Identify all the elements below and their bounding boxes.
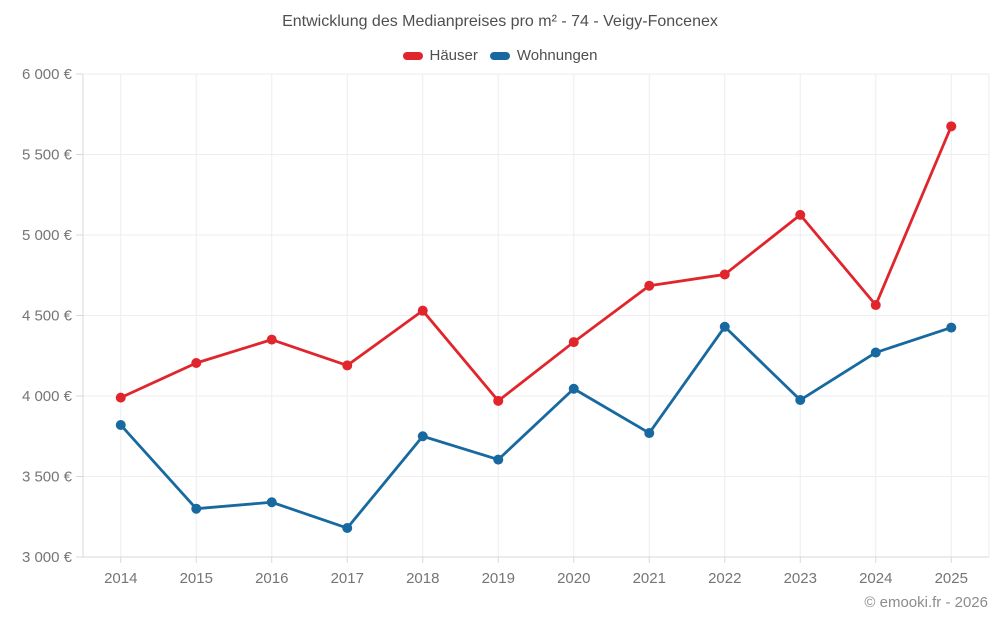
legend-item-wohnungen[interactable]: Wohnungen xyxy=(489,47,598,64)
y-axis-label: 4 500 € xyxy=(22,308,73,325)
data-point-haeuser-2023[interactable] xyxy=(795,209,806,220)
data-point-haeuser-2015[interactable] xyxy=(191,357,202,368)
data-point-wohnungen-2025[interactable] xyxy=(946,322,957,333)
data-point-wohnungen-2023[interactable] xyxy=(795,395,806,406)
data-point-haeuser-2019[interactable] xyxy=(493,395,504,406)
x-axis-label: 2016 xyxy=(255,570,288,587)
data-point-wohnungen-2018[interactable] xyxy=(417,431,428,442)
haeuser-series-swatch-icon xyxy=(402,51,423,60)
x-axis-label: 2017 xyxy=(331,570,364,587)
legend-item-haeuser[interactable]: Häuser xyxy=(402,47,478,64)
y-axis-label: 3 000 € xyxy=(22,549,73,566)
y-axis-label: 5 000 € xyxy=(22,227,73,244)
x-axis-label: 2020 xyxy=(557,570,590,587)
data-point-haeuser-2017[interactable] xyxy=(342,360,353,371)
haeuser-line xyxy=(119,124,953,403)
data-point-wohnungen-2014[interactable] xyxy=(115,419,126,430)
wohnungen-series-swatch-icon xyxy=(489,51,510,60)
x-axis-label: 2024 xyxy=(859,570,892,587)
y-axis-label: 5 500 € xyxy=(22,147,73,164)
data-point-haeuser-2014[interactable] xyxy=(115,392,126,403)
x-axis-label: 2023 xyxy=(784,570,817,587)
data-point-haeuser-2021[interactable] xyxy=(644,280,655,291)
data-point-wohnungen-2015[interactable] xyxy=(191,503,202,514)
x-axis-label: 2019 xyxy=(482,570,515,587)
wohnungen-line xyxy=(119,325,953,530)
data-point-wohnungen-2016[interactable] xyxy=(266,497,277,508)
x-axis-label: 2025 xyxy=(935,570,968,587)
x-axis-label: 2014 xyxy=(104,570,137,587)
data-point-wohnungen-2017[interactable] xyxy=(342,523,353,534)
chart-legend: Häuser Wohnungen xyxy=(0,47,1000,64)
data-point-wohnungen-2024[interactable] xyxy=(870,347,881,358)
legend-label-haeuser: Häuser xyxy=(429,47,478,64)
data-point-wohnungen-2019[interactable] xyxy=(493,454,504,465)
data-point-haeuser-2025[interactable] xyxy=(946,121,957,132)
x-axis-label: 2015 xyxy=(180,570,213,587)
y-axis-label: 6 000 € xyxy=(22,66,73,83)
y-axis-label: 3 500 € xyxy=(22,469,73,486)
data-point-wohnungen-2020[interactable] xyxy=(568,383,579,394)
chart-title: Entwicklung des Medianpreises pro m² - 7… xyxy=(282,13,718,30)
data-point-wohnungen-2021[interactable] xyxy=(644,428,655,439)
copyright-footer: © emooki.fr - 2026 xyxy=(864,594,988,611)
data-point-haeuser-2016[interactable] xyxy=(266,334,277,345)
data-point-wohnungen-2022[interactable] xyxy=(719,321,730,332)
x-axis-label: 2021 xyxy=(633,570,666,587)
x-axis-label: 2022 xyxy=(708,570,741,587)
data-point-haeuser-2022[interactable] xyxy=(719,269,730,280)
data-point-haeuser-2020[interactable] xyxy=(568,337,579,348)
x-axis-label: 2018 xyxy=(406,570,439,587)
data-point-haeuser-2018[interactable] xyxy=(417,305,428,316)
data-point-haeuser-2024[interactable] xyxy=(870,300,881,311)
y-axis-label: 4 000 € xyxy=(22,388,73,405)
legend-label-wohnungen: Wohnungen xyxy=(516,47,598,64)
